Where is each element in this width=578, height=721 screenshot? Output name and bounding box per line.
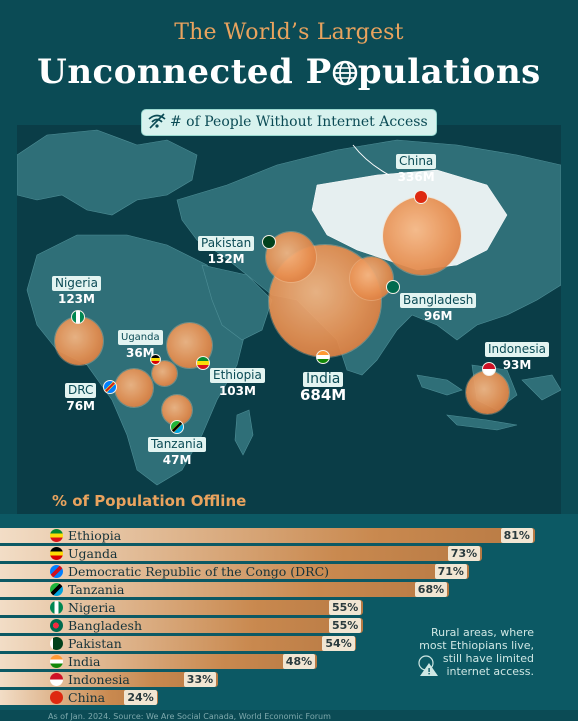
bar-category-label: Uganda xyxy=(68,546,118,561)
flag-india xyxy=(316,350,330,364)
bar-value-label: 55% xyxy=(329,600,362,615)
bar xyxy=(0,564,469,579)
title-suffix: pulations xyxy=(357,52,541,92)
map-label-indonesia: Indonesia 93M xyxy=(485,342,550,372)
bar xyxy=(0,636,357,651)
bar-category-label: India xyxy=(68,654,101,669)
bar-row: Pakistan 54% xyxy=(0,636,578,652)
bar-value-label: 55% xyxy=(329,618,362,633)
bar-value-label: 24% xyxy=(124,690,157,705)
flag-nigeria xyxy=(71,310,85,324)
flag-icon xyxy=(50,529,63,542)
bar-row: Ethiopia 81% xyxy=(0,528,578,544)
bar xyxy=(0,690,159,705)
flag-icon xyxy=(50,601,63,614)
bar xyxy=(0,600,363,615)
map xyxy=(17,125,561,515)
bar-value-label: 73% xyxy=(447,546,481,561)
bar-category-label: Nigeria xyxy=(68,600,116,615)
bar xyxy=(0,582,449,597)
flag-icon xyxy=(50,619,63,632)
legend-badge-text: # of People Without Internet Access xyxy=(170,114,428,130)
legend-badge: # of People Without Internet Access xyxy=(141,109,437,136)
bar-value-label: 68% xyxy=(414,582,448,597)
globe-icon xyxy=(332,55,358,95)
page-title: Unconnected P pulations xyxy=(0,52,578,95)
bar-row: Democratic Republic of the Congo (DRC) 71… xyxy=(0,564,578,580)
bar-category-label: Indonesia xyxy=(68,672,130,687)
bar-row: Tanzania 68% xyxy=(0,582,578,598)
flag-icon xyxy=(50,565,63,578)
note-text: Rural areas, where most Ethiopians live,… xyxy=(419,626,534,678)
bar-value-label: 33% xyxy=(183,672,217,687)
map-label-india: India 684M xyxy=(300,371,347,404)
map-label-china: China 336M xyxy=(396,154,437,184)
title-prefix: Unconnected P xyxy=(37,52,332,92)
flag-icon xyxy=(50,655,63,668)
map-label-uganda: Uganda 36M xyxy=(118,330,163,360)
flag-china xyxy=(414,190,428,204)
bar-row: Nigeria 55% xyxy=(0,600,578,616)
subtitle: The World’s Largest xyxy=(174,20,404,45)
bar-row: Indonesia 33% xyxy=(0,672,578,688)
bar-row: Bangladesh 55% xyxy=(0,618,578,634)
bar-category-label: Ethiopia xyxy=(68,528,122,543)
map-label-nigeria: Nigeria 123M xyxy=(52,276,101,306)
bar xyxy=(0,546,482,561)
note: Rural areas, where most Ethiopians live,… xyxy=(412,626,534,678)
bar-chart-title: % of Population Offline xyxy=(52,492,247,510)
flag-ethiopia xyxy=(196,356,210,370)
bubble-nigeria xyxy=(55,317,103,365)
bar xyxy=(0,654,317,669)
map-label-drc: DRC 76M xyxy=(65,383,97,413)
bubble-uganda xyxy=(152,361,177,386)
map-landmass xyxy=(17,129,561,486)
bar-value-label: 48% xyxy=(282,654,316,669)
flag-uganda xyxy=(150,354,161,365)
bar-category-label: Tanzania xyxy=(68,582,125,597)
map-label-ethiopia: Ethiopia 103M xyxy=(210,368,265,398)
bar-category-label: Pakistan xyxy=(68,636,122,651)
flag-icon xyxy=(50,691,63,704)
bar-row: China 24% xyxy=(0,690,578,706)
flag-icon xyxy=(50,547,63,560)
bar xyxy=(0,528,535,543)
warning-icon xyxy=(418,655,440,681)
flag-icon xyxy=(50,673,63,686)
flag-icon xyxy=(50,637,63,650)
bar-row: Uganda 73% xyxy=(0,546,578,562)
flag-pakistan xyxy=(262,235,276,249)
flag-icon xyxy=(50,583,63,596)
bar xyxy=(0,618,363,633)
bubble-indonesia xyxy=(466,371,509,414)
bar-row: India 48% xyxy=(0,654,578,670)
bubble-china xyxy=(383,197,461,275)
bar-value-label: 81% xyxy=(500,528,533,543)
flag-indonesia xyxy=(482,362,496,376)
bar-value-label: 71% xyxy=(434,564,467,579)
bar-category-label: Democratic Republic of the Congo (DRC) xyxy=(68,564,330,579)
bar-value-label: 54% xyxy=(322,636,355,651)
flag-bangladesh xyxy=(386,280,400,294)
footer: As of Jan. 2024. Source: We Are Social C… xyxy=(48,712,331,721)
china-pointer xyxy=(352,144,390,176)
bubble-drc xyxy=(115,369,153,407)
header: The World’s Largest Unconnected P pulati… xyxy=(0,0,578,108)
bar-category-label: Bangladesh xyxy=(68,618,143,633)
flag-drc xyxy=(103,380,117,394)
bar-category-label: China xyxy=(68,690,106,705)
map-label-tanzania: Tanzania 47M xyxy=(148,437,207,467)
flag-tanzania xyxy=(170,420,184,434)
wifi-off-icon xyxy=(148,113,166,137)
bubble-bangladesh xyxy=(350,257,393,300)
map-label-pakistan: Pakistan 132M xyxy=(198,236,255,266)
bar-panel: Ethiopia 81% Uganda 73% Democratic Republic … xyxy=(0,514,578,710)
map-label-bangladesh: Bangladesh 96M xyxy=(400,293,477,323)
